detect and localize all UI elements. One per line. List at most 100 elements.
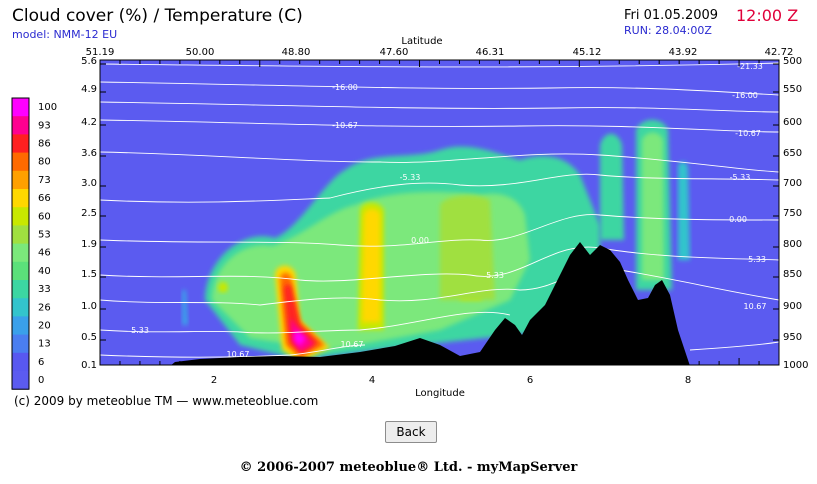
cloud-region: [182, 290, 188, 325]
isotherm-label: 10.67: [341, 340, 364, 349]
right-tick-label: 1000: [783, 360, 808, 371]
colorbar-tick-label: 93: [38, 120, 51, 131]
right-tick-label: 700: [783, 178, 802, 189]
lat-tick-label: 50.00: [186, 47, 215, 58]
x-tick-label: 8: [685, 375, 691, 386]
run-label: RUN: 28.04:00Z: [624, 24, 712, 37]
colorbar-tick-label: 86: [38, 139, 51, 150]
colorbar-tick-label: 0: [38, 375, 44, 386]
colorbar-swatch: [12, 116, 29, 135]
isotherm-line: [100, 101, 779, 113]
isotherm-line: [100, 173, 779, 203]
lat-tick-label: 42.72: [765, 47, 794, 58]
cloud-cover-fields: [182, 119, 690, 362]
isotherm-label: -16.00: [732, 91, 758, 100]
isotherm-label: 10.67: [227, 350, 250, 359]
colorbar-tick-label: 66: [38, 193, 51, 204]
forecast-date: Fri 01.05.2009: [624, 8, 719, 23]
isotherm-line: [100, 344, 366, 358]
left-tick-label: 2.5: [81, 208, 97, 219]
colorbar-swatch: [12, 280, 29, 299]
colorbar-swatch: [12, 243, 29, 263]
isotherm-line: [100, 119, 779, 133]
isotherm-label: -5.33: [730, 173, 751, 182]
lat-tick-label: 48.80: [282, 47, 311, 58]
isotherm-lines: [100, 62, 779, 358]
colorbar-swatch: [12, 334, 29, 354]
isotherm-label: 0.00: [729, 215, 747, 224]
colorbar-tick-label: 46: [38, 248, 51, 259]
colorbar-tick-label: 33: [38, 284, 51, 295]
right-tick-label: 850: [783, 269, 802, 280]
terrain-profile: [171, 242, 690, 365]
x-tick-label: 6: [527, 375, 533, 386]
cross-section-chart: 5.6 4.9 4.2 3.6 3.0 2.5 1.9 1.5 1.0 0.5 …: [11, 36, 808, 399]
isotherm-line: [100, 81, 779, 96]
colorbar-tick-label: 53: [38, 230, 51, 241]
cloud-region: [678, 161, 690, 260]
colorbar-swatch: [12, 371, 29, 390]
left-tick-label: 3.6: [81, 148, 97, 159]
colorbar-tick-label: 6: [38, 357, 44, 368]
colorbar-tick-label: 13: [38, 339, 51, 350]
isotherm-line: [100, 311, 511, 334]
cloud-region: [362, 209, 380, 322]
chart-title: Cloud cover (%) / Temperature (C): [12, 6, 303, 26]
axis-tick-marks: [99, 60, 780, 366]
colorbar-tick-label: 20: [38, 321, 51, 332]
cloud-region: [440, 195, 495, 300]
left-tick-label: 0.5: [81, 332, 97, 343]
colorbar-swatch: [12, 352, 29, 372]
left-tick-label: 1.9: [81, 239, 97, 250]
lat-tick-label: 47.60: [380, 47, 409, 58]
isotherm-label: 5.33: [131, 326, 149, 335]
right-tick-label: 600: [783, 117, 802, 128]
cloud-region: [218, 282, 228, 293]
colorbar-tick-label: 60: [38, 211, 51, 222]
isotherm-label: -5.33: [400, 173, 421, 182]
right-tick-label: 950: [783, 332, 802, 343]
right-tick-label: 500: [783, 56, 802, 67]
colorbar-tick-label: 100: [38, 102, 57, 113]
isotherm-line: [100, 151, 779, 173]
x-tick-label: 2: [211, 375, 217, 386]
isotherm-line: [100, 267, 779, 306]
colorbar-tick-label: 40: [38, 266, 51, 277]
longitude-axis-label: Longitude: [415, 388, 465, 399]
isotherm-label: -10.67: [332, 121, 358, 130]
colorbar-tick-label: 80: [38, 157, 51, 168]
isotherm-label: 5.33: [748, 255, 766, 264]
right-tick-label: 650: [783, 148, 802, 159]
isotherm-label: -16.00: [332, 83, 358, 92]
lat-tick-label: 51.19: [86, 47, 115, 58]
left-tick-label: 1.0: [81, 301, 97, 312]
colorbar-swatch: [12, 98, 29, 117]
isotherm-label: 10.67: [744, 302, 767, 311]
isotherm-label: -21.33: [737, 62, 763, 71]
colorbar-swatch: [12, 134, 29, 154]
isotherm-line: [100, 214, 779, 247]
colorbar-swatch: [12, 225, 29, 245]
back-button[interactable]: Back: [385, 421, 437, 443]
model-label: model: NMM-12 EU: [12, 28, 118, 41]
left-tick-label: 1.5: [81, 269, 97, 280]
forecast-time: 12:00 Z: [736, 6, 799, 25]
colorbar-swatch: [12, 316, 29, 336]
colorbar-swatch: [12, 261, 29, 281]
copyright-text: (c) 2009 by meteoblue TM — www.meteoblue…: [14, 394, 319, 408]
x-tick-label: 4: [369, 375, 375, 386]
colorbar-swatch: [12, 298, 29, 317]
left-tick-label: 4.2: [81, 117, 97, 128]
left-tick-label: 3.0: [81, 178, 97, 189]
colorbar-swatch: [12, 170, 29, 190]
cloud-region: [294, 330, 306, 346]
left-tick-label: 5.6: [81, 56, 97, 67]
colorbar-swatch: [12, 207, 29, 226]
latitude-axis-label: Latitude: [401, 36, 442, 47]
left-tick-label: 0.1: [81, 360, 97, 371]
lat-tick-label: 45.12: [573, 47, 602, 58]
isotherm-label: 5.33: [486, 271, 504, 280]
colorbar-frame: [11, 97, 30, 390]
cloud-region: [642, 132, 664, 280]
